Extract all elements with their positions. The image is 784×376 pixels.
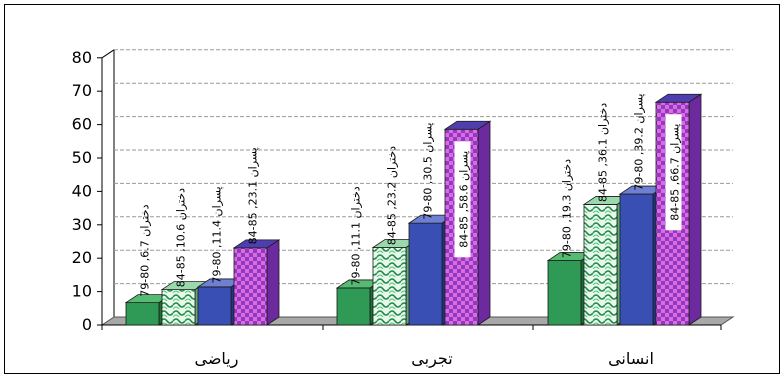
y-tick-label: 70 — [72, 81, 92, 100]
data-label-group: 79-80 ,دختران 11.1 — [350, 186, 363, 285]
data-label-group: 84-85 ,دختران 10.6 — [175, 188, 188, 287]
data-label: 79-80 ,دختران 19.3 — [561, 159, 574, 258]
data-label-group: 84-85 ,پسران 23.1 — [247, 147, 260, 244]
data-label: 84-85 ,دختران 36.1 — [597, 103, 610, 202]
y-tick-label: 20 — [72, 248, 92, 267]
bar — [372, 247, 407, 326]
data-label-group: 84-85 ,دختران 23.2 — [386, 146, 399, 245]
chart-frame: 0 10 20 30 40 50 60 70 80 رياضی تجربی انسانی 79-80 … — [4, 4, 780, 374]
x-category-label: انسانی — [608, 349, 654, 368]
data-label-box — [665, 114, 682, 231]
data-label-group: 84-85 ,پسران 66.7 — [665, 114, 682, 231]
data-label: 79-80 ,دختران 11.1 — [350, 186, 363, 285]
bars — [124, 93, 703, 326]
data-label: 84-85 ,پسران 58.6 — [458, 151, 471, 248]
y-tick-label: 40 — [72, 181, 92, 200]
y-axis-top-edge — [101, 49, 115, 59]
data-label: 84-85 ,دختران 10.6 — [175, 188, 188, 287]
data-label: 79-80 ,پسران 11.4 — [211, 186, 224, 283]
data-label-group: 79-80 ,پسران 11.4 — [211, 186, 224, 283]
bar — [336, 287, 371, 326]
bar-top — [232, 239, 281, 249]
bar-side — [477, 120, 491, 326]
bar — [233, 247, 268, 326]
data-label: 79-80 ,دختران 6.7 — [139, 204, 152, 296]
bar-chart: 0 10 20 30 40 50 60 70 80 رياضی تجربی انسانی 79-80 … — [72, 48, 735, 369]
data-label-group: 84-85 ,پسران 58.6 — [454, 141, 471, 258]
data-label: 84-85 ,پسران 66.7 — [669, 124, 682, 221]
bar — [125, 302, 160, 326]
bar — [408, 222, 443, 326]
bar-top — [654, 93, 703, 103]
x-category-label: تجربی — [411, 349, 452, 369]
bar-side — [688, 93, 702, 326]
data-label-group: 79-80 ,پسران 39.2 — [633, 94, 646, 191]
y-tick-label: 0 — [82, 315, 92, 334]
x-category-label: رياضی — [195, 349, 239, 369]
bar — [197, 286, 232, 326]
data-label: 79-80 ,پسران 30.5 — [422, 123, 435, 220]
data-label: 84-85 ,پسران 23.1 — [247, 147, 260, 244]
bar — [161, 289, 196, 326]
data-label-group: 79-80 ,پسران 30.5 — [422, 123, 435, 220]
y-tick-label: 30 — [72, 215, 92, 234]
bar — [619, 193, 654, 326]
bar — [547, 260, 582, 326]
y-tick-label: 80 — [72, 48, 92, 67]
data-label-group: 84-85 ,دختران 36.1 — [597, 103, 610, 202]
data-label: 84-85 ,دختران 23.2 — [386, 146, 399, 245]
data-labels: 79-80 ,دختران 6.7 84-85 ,دختران 10.6 79-80… — [139, 94, 682, 297]
bar-top — [443, 120, 492, 130]
data-label-group: 79-80 ,دختران 6.7 — [139, 204, 152, 296]
bar — [583, 204, 618, 326]
y-tick-label: 50 — [72, 148, 92, 167]
data-label-box — [454, 141, 471, 258]
y-tick-label: 60 — [72, 115, 92, 134]
y-tick-label: 10 — [72, 282, 92, 301]
data-label: 79-80 ,پسران 39.2 — [633, 94, 646, 191]
data-label-group: 79-80 ,دختران 19.3 — [561, 159, 574, 258]
bar-side — [266, 239, 280, 326]
